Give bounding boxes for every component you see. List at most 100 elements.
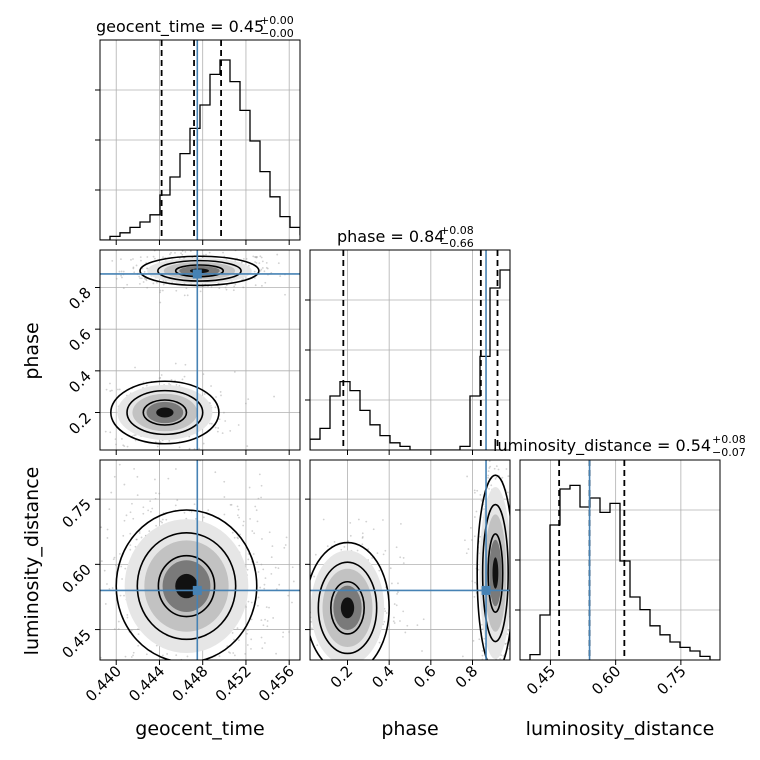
scatter-phase-vs-geocent-time-sample-point [210, 385, 212, 387]
scatter-luminosity-distance-vs-geocent-time-sample-point [154, 497, 157, 500]
scatter-luminosity-distance-vs-geocent-time-sample-point [282, 636, 284, 638]
scatter-luminosity-distance-vs-phase-sample-point [349, 534, 352, 537]
scatter-phase-vs-geocent-time-sample-point [145, 384, 148, 387]
scatter-phase-vs-geocent-time-sample-point [109, 382, 111, 385]
scatter-luminosity-distance-vs-phase-sample-point [391, 696, 393, 698]
scatter-luminosity-distance-vs-geocent-time-sample-point [251, 530, 254, 532]
x-phase-tick-label: 0.6 [410, 662, 440, 692]
scatter-phase-vs-geocent-time-sample-point [170, 379, 173, 381]
scatter-luminosity-distance-vs-phase-sample-point [282, 614, 284, 616]
scatter-luminosity-distance-vs-phase-sample-point [362, 670, 364, 672]
scatter-phase-vs-geocent-time-sample-point [183, 375, 186, 378]
scatter-luminosity-distance-vs-geocent-time-sample-point [148, 530, 151, 532]
scatter-luminosity-distance-vs-geocent-time-sample-point [165, 694, 167, 696]
scatter-luminosity-distance-vs-geocent-time-sample-point [149, 500, 152, 503]
scatter-phase-vs-geocent-time-frame [99, 249, 301, 451]
scatter-luminosity-distance-vs-phase-sample-point [469, 526, 472, 529]
scatter-phase-vs-geocent-time-sample-point [175, 383, 178, 386]
scatter-luminosity-distance-vs-phase-sample-point [502, 669, 504, 671]
scatter-luminosity-distance-vs-geocent-time-sample-point [202, 516, 205, 519]
scatter-luminosity-distance-vs-geocent-time-sample-point [214, 471, 217, 474]
scatter-phase-vs-geocent-time-sample-point [222, 251, 224, 254]
scatter-phase-vs-geocent-time-sample-point [169, 253, 171, 256]
scatter-phase-vs-geocent-time-sample-point [220, 394, 222, 397]
scatter-phase-vs-geocent-time-sample-point [126, 283, 129, 286]
scatter-phase-vs-geocent-time-sample-point [120, 270, 123, 273]
scatter-phase-vs-geocent-time-sample-point [122, 270, 125, 273]
scatter-luminosity-distance-vs-geocent-time-sample-point [268, 531, 271, 534]
scatter-luminosity-distance-vs-phase-sample-point [501, 476, 504, 479]
scatter-luminosity-distance-vs-geocent-time-sample-point [223, 480, 226, 483]
scatter-luminosity-distance-vs-phase-sample-point [487, 474, 490, 477]
scatter-phase-vs-geocent-time-sample-point [214, 426, 217, 429]
scatter-luminosity-distance-vs-phase-sample-point [302, 606, 304, 608]
scatter-luminosity-distance-vs-geocent-time-sample-point [283, 546, 286, 549]
scatter-luminosity-distance-vs-geocent-time-sample-point [262, 624, 265, 627]
scatter-luminosity-distance-vs-phase-sample-point [515, 526, 517, 528]
scatter-phase-vs-geocent-time-sample-point [279, 275, 282, 278]
scatter-phase-vs-geocent-time-sample-point [159, 301, 162, 304]
scatter-luminosity-distance-vs-geocent-time-sample-point [17, 577, 19, 579]
scatter-luminosity-distance-vs-geocent-time-sample-point [117, 620, 120, 623]
scatter-phase-vs-geocent-time-contour [126, 389, 204, 436]
scatter-phase-vs-geocent-time-sample-point [203, 393, 206, 395]
scatter-luminosity-distance-vs-phase-sample-point [483, 707, 485, 709]
scatter-phase-vs-geocent-time-sample-point [118, 453, 120, 455]
scatter-luminosity-distance-vs-phase-sample-point [399, 556, 402, 559]
scatter-luminosity-distance-vs-phase-sample-point [314, 553, 317, 556]
scatter-luminosity-distance-vs-geocent-time-sample-point [113, 475, 116, 478]
scatter-phase-vs-geocent-time-sample-point [118, 388, 121, 391]
scatter-luminosity-distance-vs-phase-sample-point [476, 489, 479, 492]
scatter-luminosity-distance-vs-geocent-time-sample-point [51, 566, 53, 568]
scatter-luminosity-distance-vs-geocent-time-sample-point [250, 601, 253, 604]
scatter-phase-vs-geocent-time-sample-point [254, 284, 257, 287]
scatter-phase-vs-geocent-time-sample-point [218, 287, 221, 289]
scatter-luminosity-distance-vs-geocent-time-density-core [175, 573, 198, 599]
scatter-luminosity-distance-vs-geocent-time-sample-point [250, 647, 252, 650]
scatter-luminosity-distance-vs-phase-sample-point [511, 588, 513, 590]
scatter-luminosity-distance-vs-geocent-time-sample-point [58, 670, 60, 672]
scatter-luminosity-distance-vs-geocent-time-sample-point [158, 492, 161, 495]
scatter-luminosity-distance-vs-phase-sample-point [483, 685, 485, 687]
scatter-phase-vs-geocent-time-sample-point [120, 274, 123, 277]
scatter-luminosity-distance-vs-geocent-time-sample-point [236, 627, 239, 630]
scatter-phase-vs-geocent-time-sample-point [254, 256, 257, 259]
scatter-luminosity-distance-vs-geocent-time-sample-point [236, 514, 239, 517]
scatter-luminosity-distance-vs-phase-sample-point [481, 650, 484, 652]
scatter-phase-vs-geocent-time-sample-point [159, 377, 162, 379]
scatter-luminosity-distance-vs-phase-sample-point [416, 624, 419, 627]
scatter-luminosity-distance-vs-geocent-time-sample-point [95, 518, 97, 520]
scatter-phase-vs-geocent-time-sample-point [144, 278, 147, 280]
scatter-phase-vs-geocent-time-sample-point [214, 406, 217, 409]
scatter-phase-vs-geocent-time-sample-point [183, 294, 186, 297]
scatter-luminosity-distance-vs-geocent-time-sample-point [285, 536, 288, 539]
scatter-phase-vs-geocent-time-sample-point [258, 262, 261, 265]
scatter-luminosity-distance-vs-geocent-time-sample-point [242, 524, 245, 527]
scatter-luminosity-distance-vs-geocent-time-sample-point [122, 534, 125, 537]
scatter-luminosity-distance-vs-phase-sample-point [304, 533, 306, 535]
scatter-luminosity-distance-vs-geocent-time-sample-point [242, 520, 245, 523]
scatter-phase-vs-geocent-time-sample-point [65, 391, 67, 393]
scatter-luminosity-distance-vs-geocent-time-sample-point [262, 568, 265, 571]
scatter-luminosity-distance-vs-phase-sample-point [473, 489, 476, 492]
scatter-luminosity-distance-vs-geocent-time-sample-point [264, 642, 266, 644]
scatter-luminosity-distance-vs-phase-sample-point [337, 707, 339, 709]
scatter-luminosity-distance-vs-phase-sample-point [502, 456, 504, 458]
scatter-luminosity-distance-vs-geocent-time-sample-point [287, 594, 290, 597]
scatter-luminosity-distance-vs-geocent-time-sample-point [136, 538, 138, 541]
scatter-luminosity-distance-vs-phase-sample-point [510, 592, 512, 594]
scatter-phase-vs-geocent-time-contour [157, 259, 242, 282]
scatter-luminosity-distance-vs-geocent-time-sample-point [246, 644, 249, 646]
scatter-luminosity-distance-vs-geocent-time-sample-point [246, 568, 249, 571]
scatter-luminosity-distance-vs-geocent-time-sample-point [304, 526, 306, 528]
scatter-luminosity-distance-vs-phase-sample-point [366, 670, 368, 672]
scatter-luminosity-distance-vs-geocent-time-sample-point [265, 606, 268, 609]
scatter-luminosity-distance-vs-geocent-time-sample-point [270, 556, 273, 559]
scatter-phase-vs-geocent-time-sample-point [135, 264, 138, 267]
scatter-luminosity-distance-vs-phase-sample-point [512, 557, 514, 559]
hist-phase-frame [309, 249, 511, 451]
scatter-luminosity-distance-vs-phase-sample-point [347, 540, 349, 542]
scatter-luminosity-distance-vs-geocent-time-sample-point [207, 509, 210, 512]
scatter-luminosity-distance-vs-geocent-time-sample-point [256, 604, 259, 607]
scatter-phase-vs-geocent-time-sample-point [141, 267, 144, 270]
